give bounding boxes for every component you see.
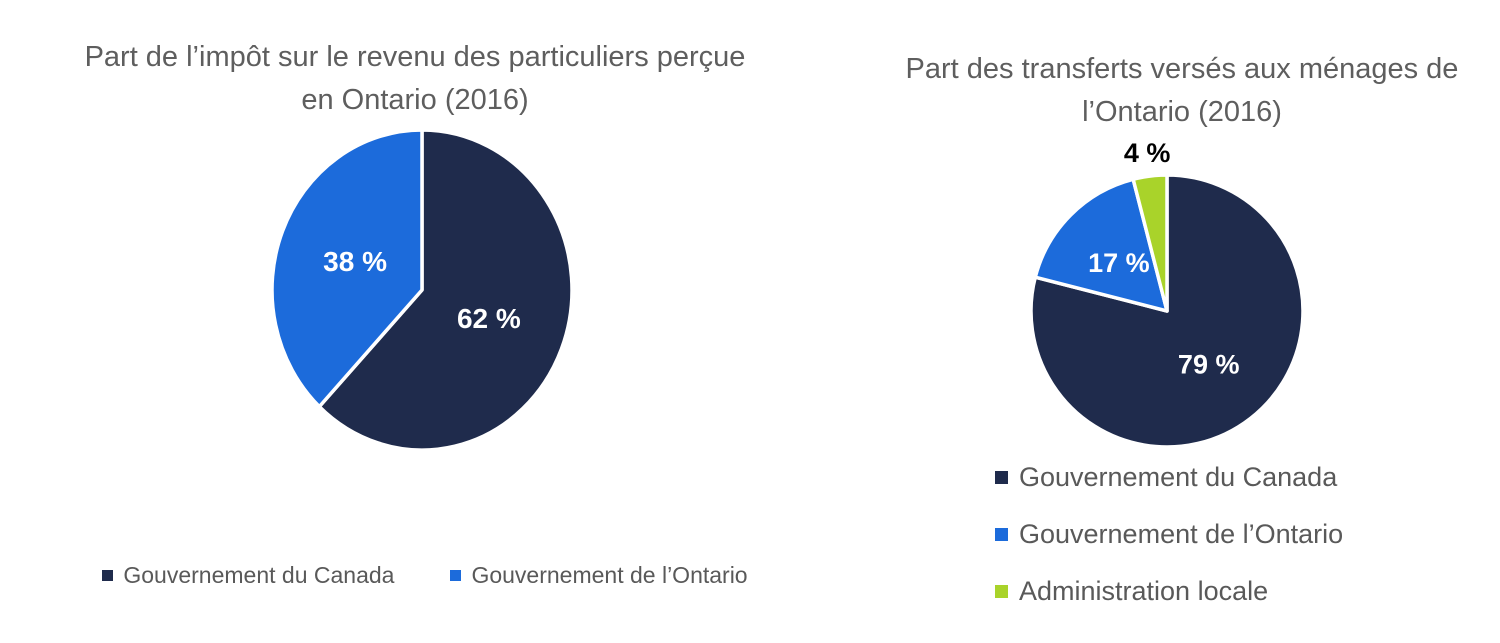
legend-item-gouvernement-de-l-ontario: Gouvernement de l’Ontario xyxy=(450,562,748,589)
legend-right: Gouvernement du Canada Gouvernement de l’… xyxy=(995,462,1343,607)
legend-left: Gouvernement du Canada Gouvernement de l’… xyxy=(0,562,850,589)
legend-label: Gouvernement de l’Ontario xyxy=(471,562,748,588)
legend-item-gouvernement-du-canada: Gouvernement du Canada xyxy=(102,562,394,589)
data-label-gouvernement-du-canada: 62 % xyxy=(457,303,521,334)
data-label-gouvernement-de-l-ontario: 17 % xyxy=(1088,248,1150,278)
data-label-gouvernement-du-canada: 79 % xyxy=(1178,350,1240,380)
legend-label: Gouvernement du Canada xyxy=(1019,462,1338,492)
pie-slice-gouvernement-du-canada xyxy=(317,128,574,452)
pie-left: 62 % 38 % xyxy=(270,128,574,452)
legend-item-gouvernement-de-l-ontario: Gouvernement de l’Ontario xyxy=(995,519,1343,550)
pie-right: 79 % 17 % 4 % xyxy=(1029,138,1305,449)
chart-title-left: Part de l’impôt sur le revenu des partic… xyxy=(84,41,746,116)
pie-slice-administration-locale xyxy=(1131,173,1169,313)
legend-label: Gouvernement de l’Ontario xyxy=(1019,519,1344,549)
legend-label: Administration locale xyxy=(1019,576,1269,606)
data-label-administration-locale: 4 % xyxy=(1124,138,1171,168)
data-label-gouvernement-de-l-ontario: 38 % xyxy=(323,246,387,277)
legend-label: Gouvernement du Canada xyxy=(123,562,395,588)
pie-slice-gouvernement-de-l-ontario xyxy=(1033,177,1169,313)
legend-swatch-icon xyxy=(102,570,114,581)
chart-title-right: Part des transferts versés aux ménages d… xyxy=(905,53,1459,128)
legend-swatch-icon xyxy=(995,528,1008,541)
legend-swatch-icon xyxy=(995,471,1008,484)
legend-item-gouvernement-du-canada: Gouvernement du Canada xyxy=(995,462,1337,493)
legend-swatch-icon xyxy=(995,585,1008,598)
legend-swatch-icon xyxy=(450,570,462,581)
legend-item-administration-locale: Administration locale xyxy=(995,576,1268,607)
pie-slice-gouvernement-de-l-ontario xyxy=(270,128,424,409)
